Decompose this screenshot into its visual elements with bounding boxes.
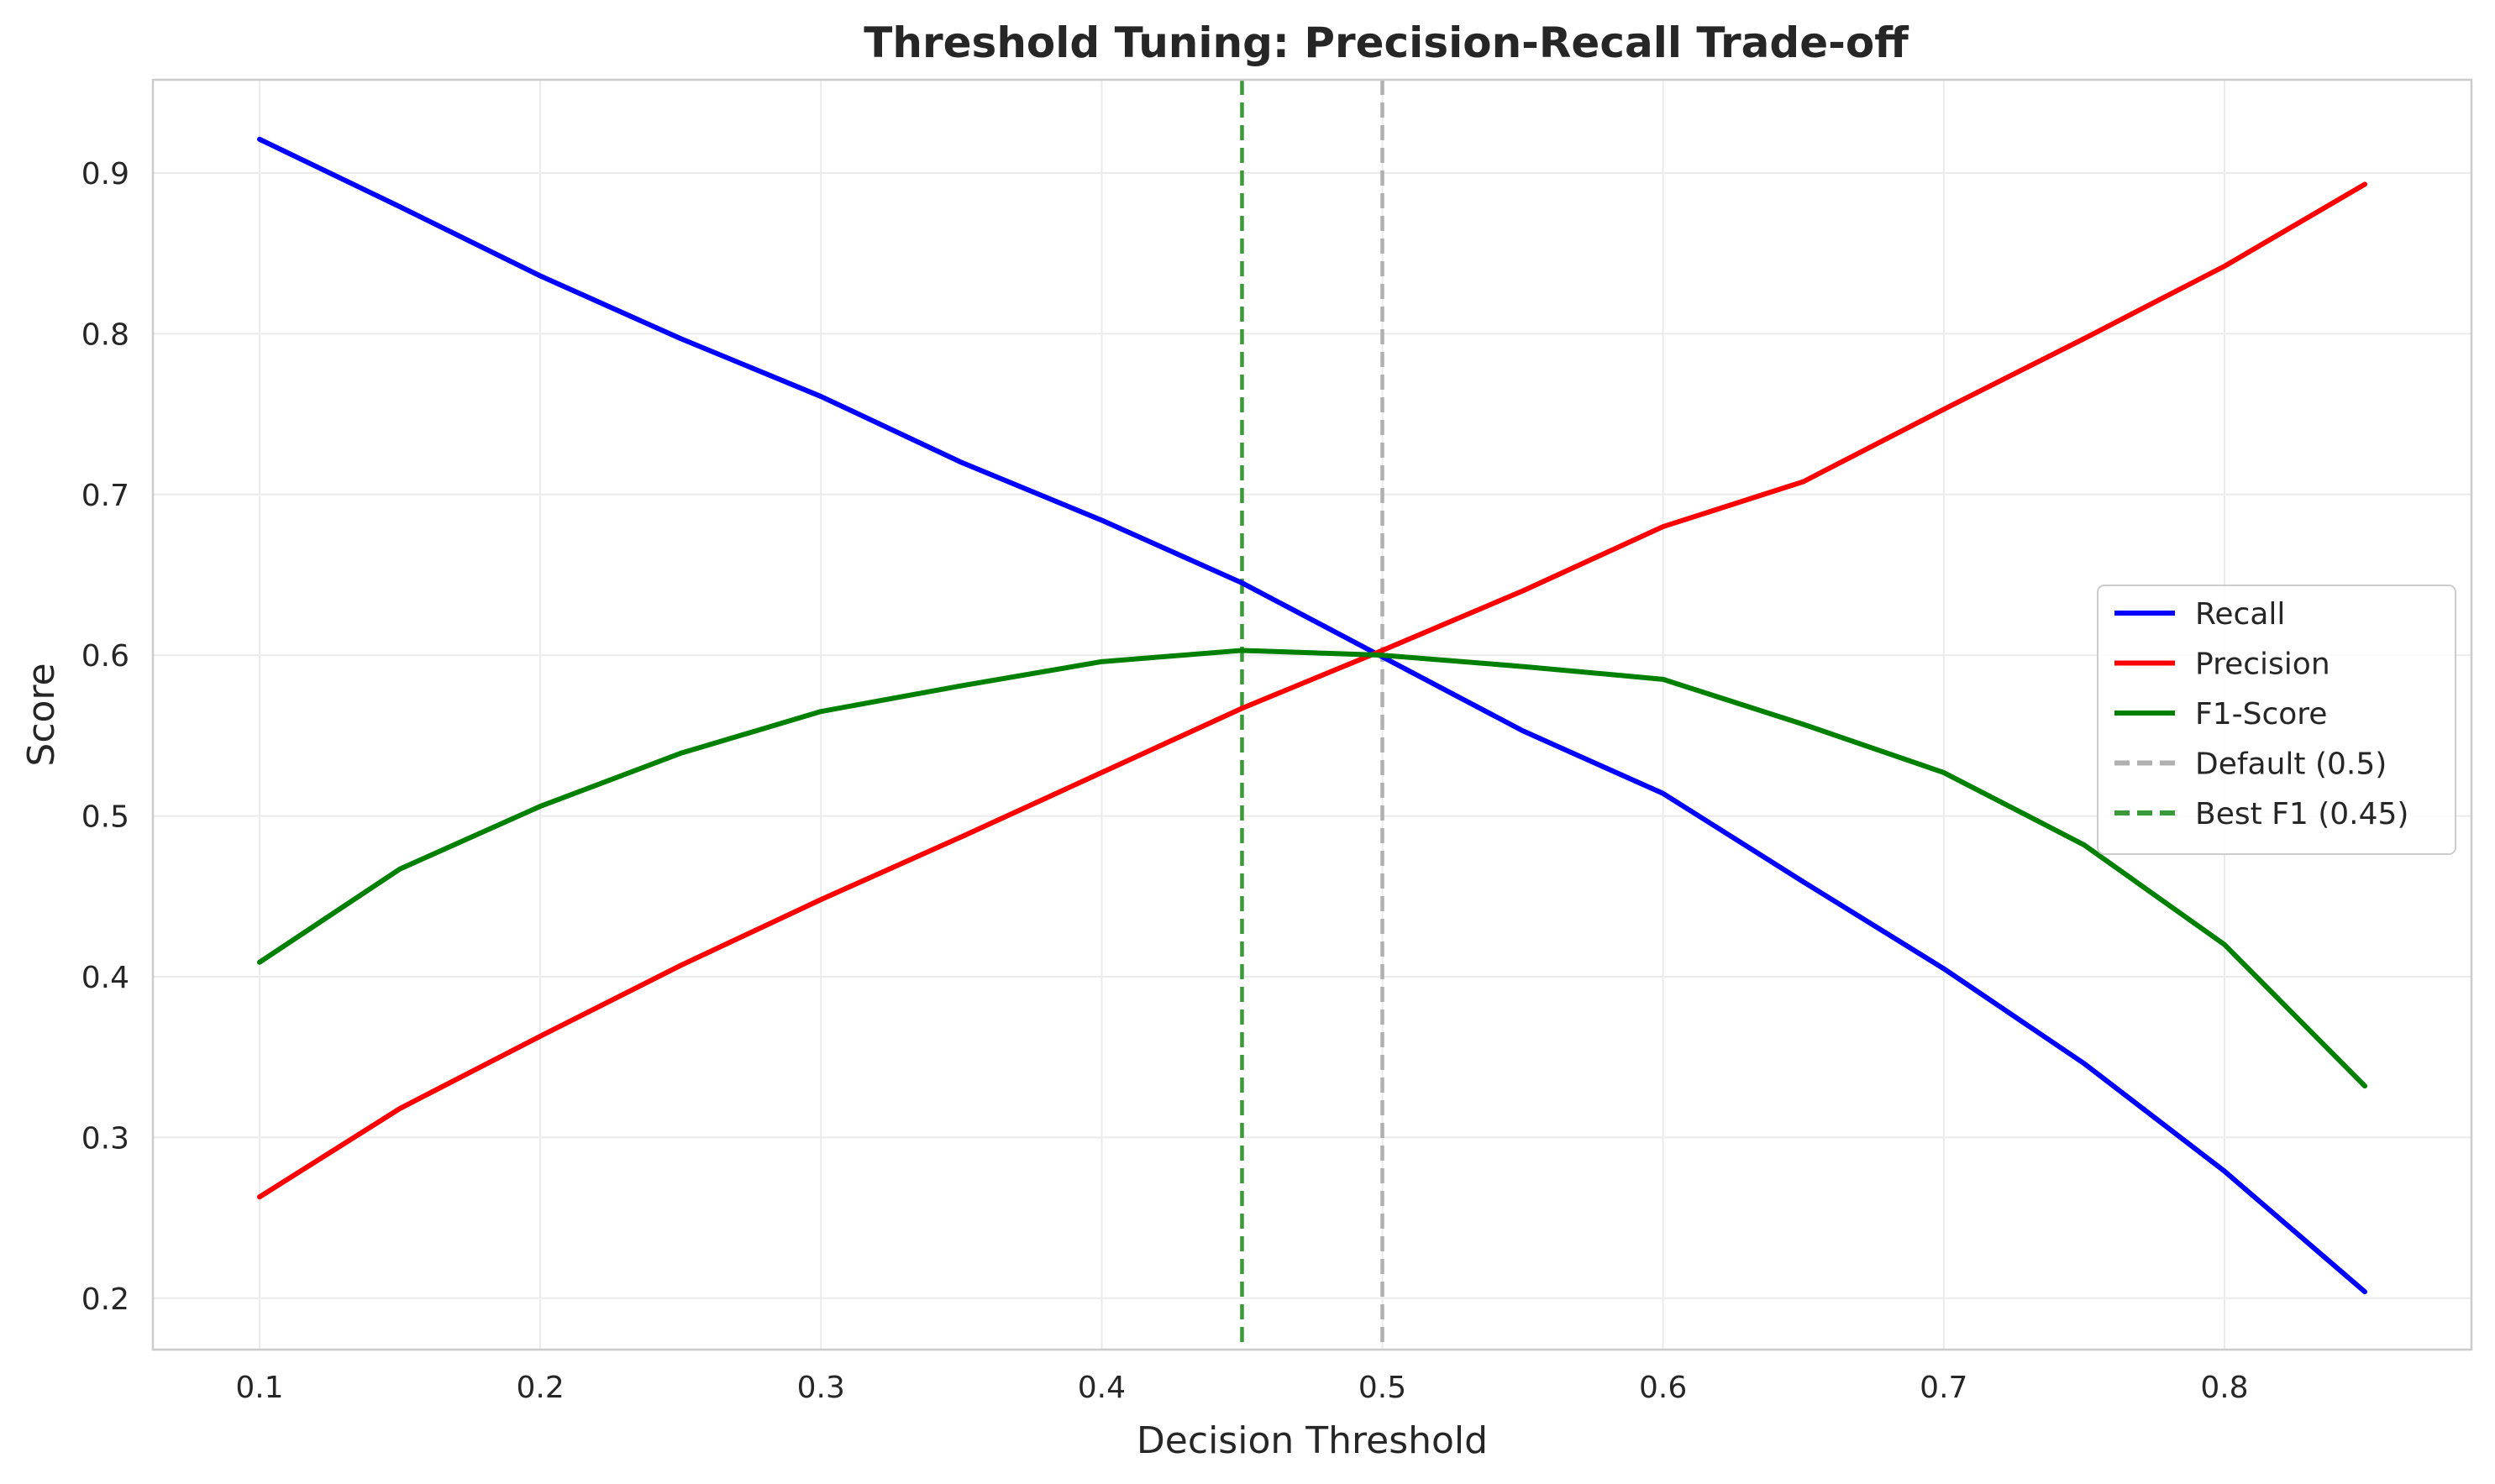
y-tick-label: 0.9 — [81, 157, 129, 191]
legend-label: Default (0.5) — [2195, 747, 2387, 782]
x-tick-label: 0.8 — [2200, 1371, 2248, 1405]
x-axis-label: Decision Threshold — [1137, 1419, 1488, 1462]
x-tick-label: 0.1 — [235, 1371, 283, 1405]
legend: Recall Precision F1-Score Default (0.5) Best… — [2097, 585, 2456, 855]
y-tick-label: 0.5 — [81, 800, 129, 835]
y-tick-label: 0.3 — [81, 1121, 129, 1156]
x-tick-label: 0.3 — [797, 1371, 845, 1405]
series-line-f1-score — [256, 648, 2368, 1089]
legend-label: F1-Score — [2195, 697, 2327, 732]
y-tick-label: 0.6 — [81, 639, 129, 674]
x-axis-ticks: 0.1 0.2 0.3 0.4 0.5 0.6 0.7 0.8 — [235, 1371, 2248, 1405]
series-lines — [256, 136, 2368, 1295]
y-axis-label: Score — [20, 663, 63, 766]
x-tick-label: 0.2 — [516, 1371, 564, 1405]
y-tick-label: 0.7 — [81, 479, 129, 513]
y-tick-label: 0.4 — [81, 961, 129, 995]
y-tick-label: 0.2 — [81, 1282, 129, 1317]
legend-label: Precision — [2195, 648, 2330, 682]
grid-lines — [153, 80, 2471, 1350]
series-line-recall — [256, 136, 2368, 1295]
legend-label: Recall — [2195, 597, 2285, 632]
legend-label: Best F1 (0.45) — [2195, 797, 2408, 831]
legend-box — [2097, 585, 2456, 855]
y-axis-ticks: 0.2 0.3 0.4 0.5 0.6 0.7 0.8 0.9 — [81, 157, 129, 1317]
chart-title: Threshold Tuning: Precision-Recall Trade… — [864, 18, 1909, 67]
x-tick-label: 0.4 — [1078, 1371, 1126, 1405]
series-line-precision — [256, 181, 2368, 1200]
reference-lines — [1240, 80, 1384, 1350]
x-tick-label: 0.6 — [1639, 1371, 1687, 1405]
plot-frame — [151, 78, 2473, 1351]
x-tick-label: 0.7 — [1920, 1371, 1967, 1405]
x-tick-label: 0.5 — [1358, 1371, 1406, 1405]
y-tick-label: 0.8 — [81, 317, 129, 352]
